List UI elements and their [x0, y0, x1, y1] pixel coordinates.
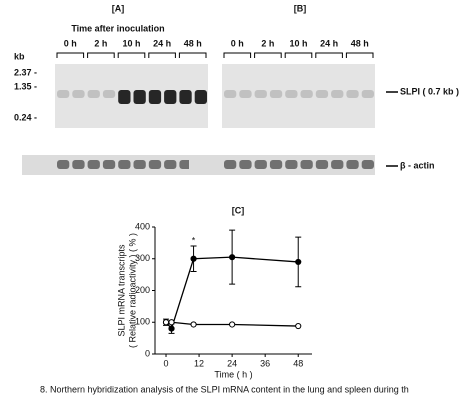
- actin-band: [346, 160, 359, 169]
- lane-bracket: [345, 52, 374, 58]
- band: [285, 90, 298, 98]
- point: [295, 258, 302, 266]
- slpi-label: SLPI ( 0.7 kb ): [400, 86, 459, 96]
- y-axis-label: ( Relative radioactivity ) ( % ): [127, 233, 137, 348]
- actin-band: [254, 160, 267, 169]
- point: [190, 321, 197, 328]
- lane-bracket: [148, 52, 176, 58]
- lane-label: 48 h: [351, 38, 369, 48]
- band: [87, 90, 100, 98]
- lane-bracket: [87, 52, 115, 58]
- actin-band: [315, 160, 329, 169]
- actin-band: [224, 160, 237, 169]
- lane-bracket: [254, 52, 282, 58]
- lane-label: 10 h: [289, 38, 307, 48]
- actin-band: [285, 160, 298, 169]
- lane-label: 48 h: [184, 38, 202, 48]
- actin-band: [72, 160, 85, 169]
- lane-bracket: [178, 52, 207, 58]
- band: [72, 90, 85, 98]
- band: [164, 90, 177, 104]
- band: [179, 90, 192, 104]
- lane-label: 0 h: [64, 38, 77, 48]
- actin-band: [57, 160, 70, 169]
- lane-bracket: [284, 52, 313, 58]
- x-tick-label: 24: [227, 358, 237, 368]
- band: [361, 90, 374, 98]
- annotation: *: [192, 235, 196, 245]
- band: [300, 90, 313, 98]
- y-tick-label: 0: [145, 348, 150, 358]
- panel-label: [B]: [294, 3, 307, 13]
- marker: 1.35 -: [14, 81, 37, 91]
- band: [269, 90, 283, 98]
- point: [168, 319, 175, 326]
- band: [118, 90, 131, 104]
- lane-label: 2 h: [94, 38, 107, 48]
- actin-band: [300, 160, 313, 169]
- point: [295, 322, 302, 330]
- x-tick-label: 12: [194, 358, 204, 368]
- y-tick-label: 400: [135, 221, 150, 231]
- band: [148, 90, 162, 104]
- actin-band: [239, 160, 252, 169]
- actin-band: [331, 160, 344, 169]
- actin-band: [133, 160, 146, 169]
- actin-band: [102, 160, 116, 169]
- band: [315, 90, 329, 98]
- marker: 0.24 -: [14, 112, 37, 122]
- x-tick-label: 0: [164, 358, 169, 368]
- band: [102, 90, 116, 98]
- caption: 8. Northern hybridization analysis of th…: [40, 384, 409, 394]
- x-axis-label: Time ( h ): [214, 369, 252, 379]
- lane-bracket: [223, 52, 252, 58]
- lane-label: 10 h: [122, 38, 140, 48]
- marker: 2.37 -: [14, 67, 37, 77]
- band: [194, 90, 207, 104]
- band: [254, 90, 267, 98]
- actin-band: [269, 160, 283, 169]
- lane-label: 24 h: [153, 38, 171, 48]
- kb-label: kb: [14, 51, 25, 61]
- band: [224, 90, 237, 98]
- lane-bracket: [56, 52, 85, 58]
- point: [190, 255, 197, 262]
- x-tick-label: 48: [293, 358, 303, 368]
- y-tick-label: 300: [135, 253, 150, 263]
- band: [346, 90, 359, 98]
- panel-label: [C]: [232, 205, 245, 215]
- lane-label: 24 h: [320, 38, 338, 48]
- actin-band: [179, 160, 192, 169]
- axes: [154, 227, 312, 355]
- band: [57, 90, 70, 98]
- actin-band: [118, 160, 131, 169]
- band: [331, 90, 344, 98]
- point: [229, 321, 236, 328]
- point: [229, 254, 236, 261]
- actin-band: [164, 160, 177, 169]
- actin-band: [87, 160, 100, 169]
- time-label: Time after inoculation: [71, 23, 164, 33]
- x-tick-label: 36: [260, 358, 270, 368]
- y-axis-label: SLPI mRNA transcripts: [116, 244, 126, 337]
- band: [133, 90, 146, 104]
- actin-label: β - actin: [400, 160, 435, 170]
- y-tick-label: 200: [135, 285, 150, 295]
- lane-bracket: [315, 52, 343, 58]
- y-tick-label: 100: [135, 317, 150, 327]
- panel-label: [A]: [112, 3, 125, 13]
- band: [239, 90, 252, 98]
- lane-label: 0 h: [231, 38, 244, 48]
- point: [168, 325, 175, 332]
- lane-bracket: [117, 52, 146, 58]
- actin-band: [148, 160, 162, 169]
- actin-band: [361, 160, 374, 169]
- lane-label: 2 h: [261, 38, 274, 48]
- point: [162, 319, 170, 326]
